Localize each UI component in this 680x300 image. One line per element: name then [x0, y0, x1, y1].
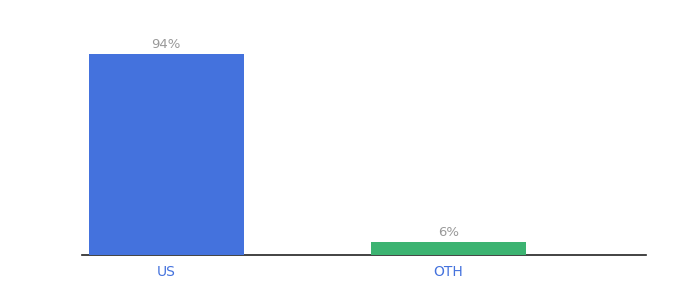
- Bar: [88, 54, 244, 255]
- Text: 6%: 6%: [438, 226, 459, 239]
- Bar: [371, 242, 526, 255]
- Text: 94%: 94%: [152, 38, 181, 51]
